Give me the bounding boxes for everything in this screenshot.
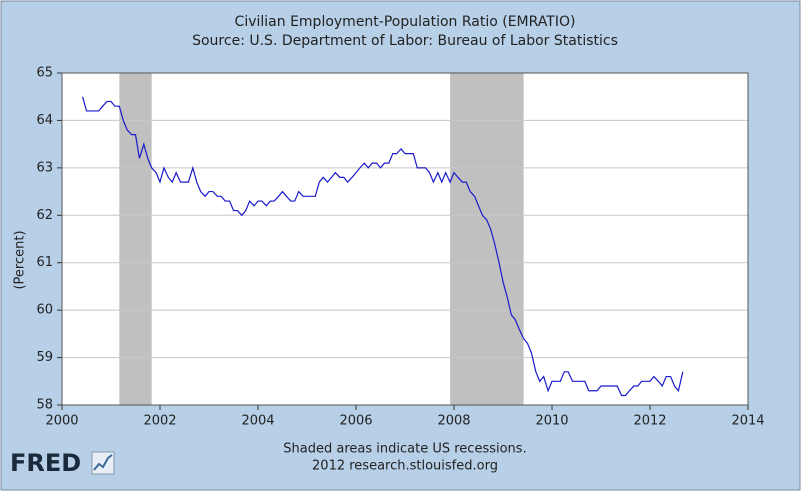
x-tick-label: 2004 [241,414,274,429]
y-tick-label: 59 [36,350,53,365]
footnote: 2012 research.stlouisfed.org [312,459,498,474]
y-tick-label: 63 [36,160,53,175]
recession-band [119,73,152,405]
plot-area [62,73,748,405]
chart-subtitle: Source: U.S. Department of Labor: Bureau… [192,33,618,49]
y-tick-label: 61 [36,255,53,270]
logo: FRED [10,449,115,477]
y-tick-label: 60 [36,303,53,318]
y-axis-label: (Percent) [13,230,28,289]
x-tick-label: 2010 [535,414,568,429]
y-tick-label: 58 [36,398,53,413]
recession-band [450,73,524,405]
x-tick-label: 2012 [633,414,666,429]
plot-border [61,72,749,406]
x-tick-label: 2008 [437,414,470,429]
logo-text: FRED [10,449,81,477]
y-tick-label: 65 [36,66,53,81]
logo-icon-line [93,454,113,471]
data-line [82,96,684,397]
footnote: Shaded areas indicate US recessions. [283,442,526,457]
y-tick-label: 62 [36,208,53,223]
chart-title: Civilian Employment-Population Ratio (EM… [235,14,576,30]
x-tick-label: 2014 [731,414,764,429]
x-tick-label: 2000 [45,414,78,429]
x-tick-label: 2006 [339,414,372,429]
x-tick-label: 2002 [143,414,176,429]
y-tick-label: 64 [36,113,53,128]
